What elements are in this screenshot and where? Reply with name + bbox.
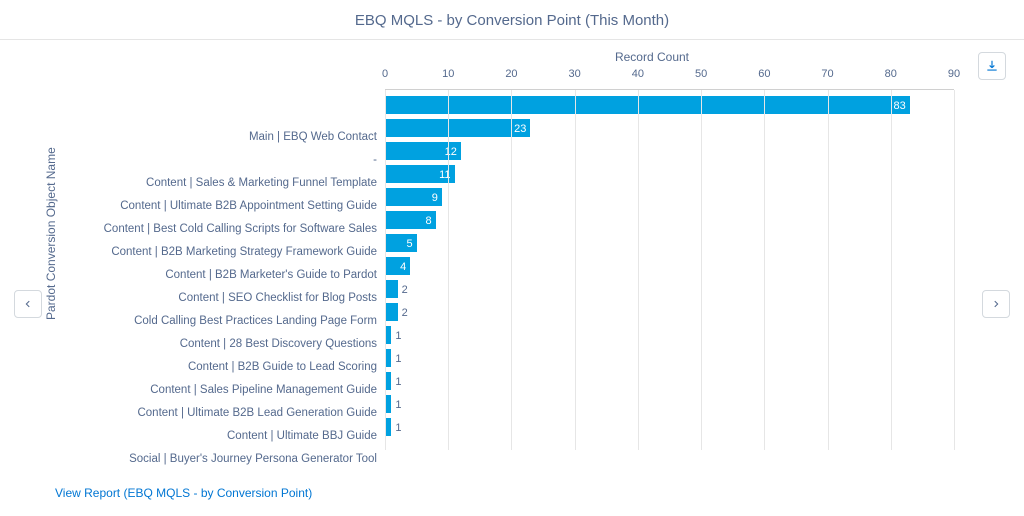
bar-value: 2 xyxy=(398,284,408,296)
bar-row: 12 xyxy=(385,140,954,162)
bar[interactable]: 8 xyxy=(385,211,436,229)
y-label: Content | 28 Best Discovery Questions xyxy=(55,333,383,355)
gridline xyxy=(511,90,512,450)
y-label: Content | SEO Checklist for Blog Posts xyxy=(55,287,383,309)
bar[interactable]: 9 xyxy=(385,188,442,206)
gridline xyxy=(638,90,639,450)
x-tick: 90 xyxy=(948,68,960,80)
bar-value: 1 xyxy=(391,399,401,411)
y-label: Content | Sales & Marketing Funnel Templ… xyxy=(55,172,383,194)
gridline xyxy=(575,90,576,450)
bar[interactable]: 11 xyxy=(385,165,455,183)
x-tick: 30 xyxy=(569,68,581,80)
bar-row: 23 xyxy=(385,117,954,139)
bar-row: 1 xyxy=(385,416,954,438)
bar[interactable]: 12 xyxy=(385,142,461,160)
bar-value: 23 xyxy=(514,123,526,135)
bar-row: 1 xyxy=(385,370,954,392)
chart-container: Record Count 0102030405060708090 8323121… xyxy=(0,40,1024,450)
x-tick: 60 xyxy=(758,68,770,80)
bar-row: 2 xyxy=(385,301,954,323)
bar-row: 8 xyxy=(385,209,954,231)
bar[interactable]: 2 xyxy=(385,303,398,321)
y-label: Content | Sales Pipeline Management Guid… xyxy=(55,379,383,401)
x-tick: 10 xyxy=(442,68,454,80)
x-tick: 0 xyxy=(382,68,388,80)
bar-value: 83 xyxy=(893,100,905,112)
x-tick: 50 xyxy=(695,68,707,80)
bar-value: 1 xyxy=(391,353,401,365)
y-label: Content | B2B Guide to Lead Scoring xyxy=(55,356,383,378)
bar-value: 1 xyxy=(391,330,401,342)
y-label: Content | Ultimate B2B Appointment Setti… xyxy=(55,195,383,217)
bar-value: 9 xyxy=(432,192,438,204)
y-label: Social | Buyer's Journey Persona Generat… xyxy=(55,448,383,470)
gridline xyxy=(891,90,892,450)
bar-value: 8 xyxy=(425,215,431,227)
download-icon xyxy=(985,59,999,73)
bar-row: 1 xyxy=(385,347,954,369)
x-tick: 80 xyxy=(885,68,897,80)
bar-value: 4 xyxy=(400,261,406,273)
bar-row: 9 xyxy=(385,186,954,208)
bar-row: 1 xyxy=(385,393,954,415)
next-button[interactable] xyxy=(982,290,1010,318)
gridline xyxy=(954,90,955,450)
bar-row: 5 xyxy=(385,232,954,254)
bar-value: 2 xyxy=(398,307,408,319)
bar-value: 1 xyxy=(391,422,401,434)
bar-row: 1 xyxy=(385,324,954,346)
x-tick: 40 xyxy=(632,68,644,80)
x-axis: 0102030405060708090 xyxy=(385,68,954,90)
y-label: Main | EBQ Web Contact xyxy=(55,126,383,148)
y-label: Content | Best Cold Calling Scripts for … xyxy=(55,218,383,240)
plot-area: 8323121198542211111 xyxy=(385,90,954,450)
y-label: Content | Ultimate B2B Lead Generation G… xyxy=(55,402,383,424)
y-axis-labels: Main | EBQ Web Contact-Content | Sales &… xyxy=(55,126,383,471)
x-axis-title: Record Count xyxy=(330,50,974,64)
bar[interactable]: 83 xyxy=(385,96,910,114)
bar-row: 2 xyxy=(385,278,954,300)
bar[interactable]: 2 xyxy=(385,280,398,298)
y-label: Content | B2B Marketing Strategy Framewo… xyxy=(55,241,383,263)
chevron-left-icon xyxy=(23,299,33,309)
y-label: Cold Calling Best Practices Landing Page… xyxy=(55,310,383,332)
bar-row: 4 xyxy=(385,255,954,277)
bar-row: 11 xyxy=(385,163,954,185)
gridline xyxy=(828,90,829,450)
y-axis-title: Pardot Conversion Object Name xyxy=(44,147,58,320)
bar-value: 12 xyxy=(445,146,457,158)
bar[interactable]: 23 xyxy=(385,119,530,137)
chart-title: EBQ MQLS - by Conversion Point (This Mon… xyxy=(0,0,1024,40)
bar[interactable]: 5 xyxy=(385,234,417,252)
x-tick: 70 xyxy=(821,68,833,80)
view-report-link[interactable]: View Report (EBQ MQLS - by Conversion Po… xyxy=(55,486,312,500)
chevron-right-icon xyxy=(991,299,1001,309)
gridline xyxy=(385,90,386,450)
prev-button[interactable] xyxy=(14,290,42,318)
bars-group: 8323121198542211111 xyxy=(385,94,954,439)
gridline xyxy=(764,90,765,450)
y-label: Content | Ultimate BBJ Guide xyxy=(55,425,383,447)
gridline xyxy=(701,90,702,450)
bar-value: 5 xyxy=(406,238,412,250)
y-label: Content | B2B Marketer's Guide to Pardot xyxy=(55,264,383,286)
bar-value: 1 xyxy=(391,376,401,388)
x-tick: 20 xyxy=(505,68,517,80)
bar-row: 83 xyxy=(385,94,954,116)
y-label: - xyxy=(55,149,383,171)
gridline xyxy=(448,90,449,450)
bar[interactable]: 4 xyxy=(385,257,410,275)
download-button[interactable] xyxy=(978,52,1006,80)
